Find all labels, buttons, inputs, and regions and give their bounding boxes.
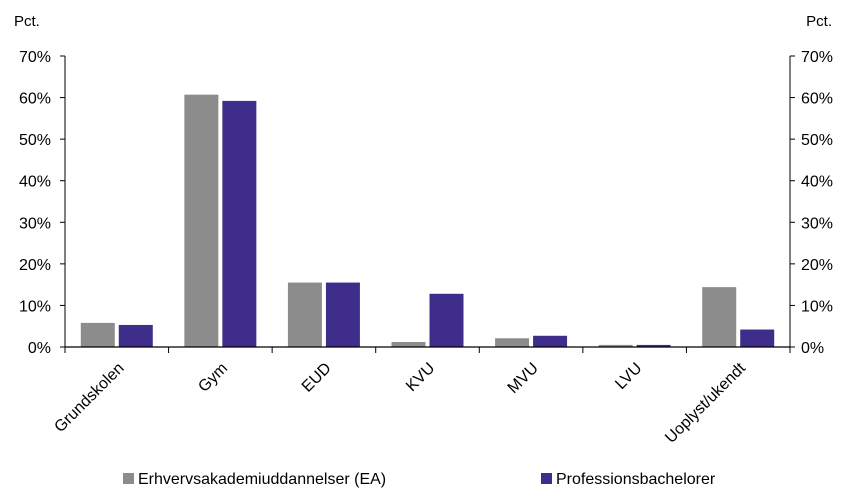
left-tick-label: 70% xyxy=(19,49,51,66)
category-label: KVU xyxy=(403,360,438,395)
right-tick-label: 50% xyxy=(801,132,833,149)
bar xyxy=(222,100,257,347)
left-tick-label: 60% xyxy=(19,91,51,108)
left-tick-label: 50% xyxy=(19,132,51,149)
right-tick-label: 20% xyxy=(801,257,833,274)
bars xyxy=(80,94,775,347)
left-tick-label: 40% xyxy=(19,174,51,191)
category-label: MVU xyxy=(505,360,542,397)
bar xyxy=(184,94,219,347)
left-axis-unit: Pct. xyxy=(14,13,40,30)
category-label: Uoplyst/ukendt xyxy=(662,359,749,446)
category-label: EUD xyxy=(299,360,335,396)
left-axis-ticks: 0% 10% 20% 30% 40% 50% 60% 70% xyxy=(19,49,65,357)
category-labels: Grundskolen Gym EUD KVU MVU LVU Uoplyst/ukendt xyxy=(51,359,749,446)
legend: Erhvervsakademiuddannelser (EA) Professio… xyxy=(123,471,716,488)
bar xyxy=(598,344,633,347)
right-tick-label: 60% xyxy=(801,91,833,108)
bar xyxy=(702,287,737,347)
bar xyxy=(533,335,568,347)
right-axis-ticks: 0% 10% 20% 30% 40% 50% 60% 70% xyxy=(790,49,833,357)
category-label: LVU xyxy=(612,360,645,393)
category-label: Gym xyxy=(195,360,231,396)
bar xyxy=(495,338,530,347)
legend-label: Professionsbachelorer xyxy=(556,471,716,488)
left-tick-label: 20% xyxy=(19,257,51,274)
right-axis-unit: Pct. xyxy=(806,13,832,30)
right-tick-label: 40% xyxy=(801,174,833,191)
bar xyxy=(740,329,775,347)
right-tick-label: 70% xyxy=(801,49,833,66)
left-tick-label: 30% xyxy=(19,215,51,232)
right-tick-label: 0% xyxy=(801,340,824,357)
bar xyxy=(391,342,426,347)
bar xyxy=(429,293,464,347)
bar xyxy=(118,324,153,347)
legend-swatch xyxy=(123,473,134,484)
bar xyxy=(636,344,671,347)
right-tick-label: 30% xyxy=(801,215,833,232)
legend-label: Erhvervsakademiuddannelser (EA) xyxy=(138,471,386,488)
left-tick-label: 10% xyxy=(19,298,51,315)
legend-swatch xyxy=(541,473,552,484)
right-tick-label: 10% xyxy=(801,298,833,315)
bar xyxy=(325,282,360,347)
category-label: Grundskolen xyxy=(51,360,127,436)
axes xyxy=(64,56,791,353)
bar xyxy=(287,282,322,347)
left-tick-label: 0% xyxy=(28,340,51,357)
bar xyxy=(80,322,115,347)
